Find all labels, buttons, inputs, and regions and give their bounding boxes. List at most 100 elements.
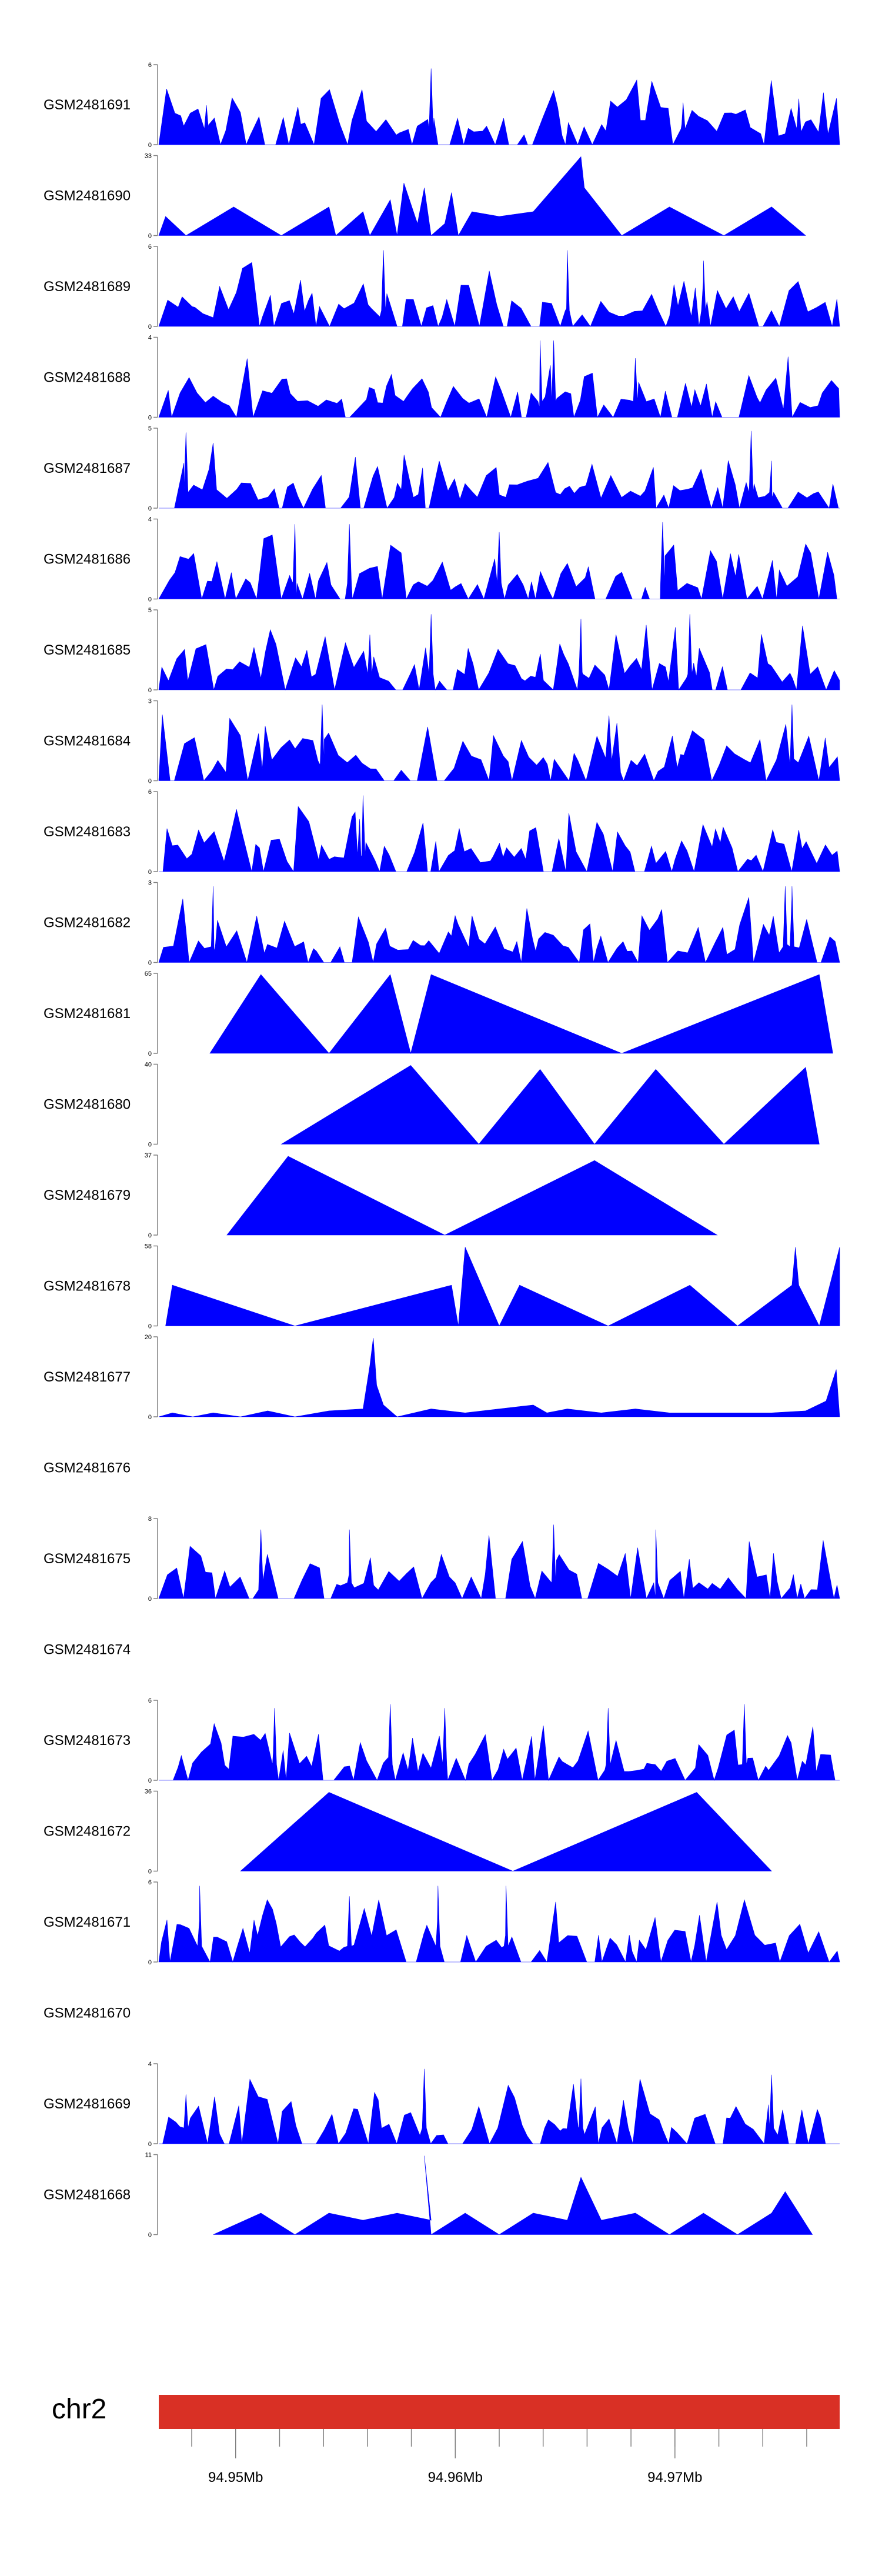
coverage-area xyxy=(159,1704,840,1781)
coverage-area xyxy=(159,795,840,873)
track-gsm2481678: GSM2481678 58 0 xyxy=(44,1243,840,1330)
coverage-area xyxy=(159,2068,840,2145)
coverage-area xyxy=(213,2155,813,2235)
y-tick-label-min: 0 xyxy=(148,1323,152,1330)
track-label: GSM2481668 xyxy=(44,2187,131,2203)
y-tick-label-min: 0 xyxy=(148,233,152,240)
y-tick-label-min: 0 xyxy=(148,1414,152,1421)
track-label: GSM2481674 xyxy=(44,1642,131,1658)
track-label: GSM2481689 xyxy=(44,279,131,295)
y-tick-label-max: 11 xyxy=(145,2152,152,2159)
track-gsm2481674: GSM2481674 xyxy=(44,1642,131,1658)
y-tick-label-max: 5 xyxy=(148,425,152,432)
y-tick-label-max: 6 xyxy=(148,1697,152,1704)
y-tick-label-max: 3 xyxy=(148,880,152,887)
track-gsm2481684: GSM2481684 3 0 xyxy=(44,698,840,785)
track-label: GSM2481691 xyxy=(44,97,131,113)
y-tick-label-max: 8 xyxy=(148,1516,152,1523)
chromosome-label: chr2 xyxy=(52,2394,106,2425)
track-gsm2481680: GSM2481680 40 0 xyxy=(44,1062,820,1149)
coverage-area xyxy=(165,1247,840,1327)
x-tick-label: 94.97Mb xyxy=(647,2470,702,2485)
y-tick-label-min: 0 xyxy=(148,687,152,694)
genome-axis: 94.95Mb 94.96Mb 94.97Mb xyxy=(191,2429,807,2485)
y-tick-label-min: 0 xyxy=(148,869,152,876)
y-tick-label-min: 0 xyxy=(148,1050,152,1057)
y-tick-label-max: 6 xyxy=(148,1879,152,1886)
track-gsm2481679: GSM2481679 37 0 xyxy=(44,1152,718,1239)
coverage-area xyxy=(280,1065,820,1144)
track-gsm2481691: GSM2481691 6 0 xyxy=(44,62,840,149)
track-label: GSM2481671 xyxy=(44,1914,131,1930)
track-gsm2481685: GSM2481685 5 0 xyxy=(44,607,840,694)
coverage-area xyxy=(209,974,833,1055)
track-label: GSM2481679 xyxy=(44,1187,131,1203)
chromosome-ideogram: chr2 94.95Mb 94.96Mb 94.97Mb xyxy=(52,2394,840,2485)
y-tick-label-min: 0 xyxy=(148,1142,152,1149)
coverage-area xyxy=(158,522,840,600)
track-gsm2481681: GSM2481681 65 0 xyxy=(44,970,833,1057)
track-gsm2481670: GSM2481670 xyxy=(44,2006,131,2021)
y-tick-label-min: 0 xyxy=(148,142,152,149)
y-tick-label-max: 4 xyxy=(148,516,152,523)
track-label: GSM2481683 xyxy=(44,824,131,840)
coverage-area xyxy=(158,1524,840,1600)
track-label: GSM2481672 xyxy=(44,1824,131,1840)
y-tick-label-max: 58 xyxy=(145,1243,152,1250)
y-tick-label-min: 0 xyxy=(148,2141,152,2148)
y-tick-label-max: 3 xyxy=(148,698,152,705)
y-tick-label-min: 0 xyxy=(148,1596,152,1603)
track-gsm2481682: GSM2481682 3 0 xyxy=(44,880,840,967)
track-label: GSM2481682 xyxy=(44,915,131,931)
track-gsm2481673: GSM2481673 6 0 xyxy=(44,1697,840,1784)
y-tick-label-min: 0 xyxy=(148,1777,152,1784)
track-label: GSM2481686 xyxy=(44,552,131,568)
x-tick-label: 94.95Mb xyxy=(208,2470,263,2485)
track-label: GSM2481685 xyxy=(44,642,131,658)
y-tick-label-min: 0 xyxy=(148,1868,152,1876)
coverage-area xyxy=(226,1156,718,1236)
y-tick-label-max: 36 xyxy=(145,1788,152,1796)
y-tick-label-min: 0 xyxy=(148,596,152,603)
y-tick-label-min: 0 xyxy=(148,960,152,967)
coverage-area xyxy=(158,68,840,146)
x-tick-label: 94.96Mb xyxy=(428,2470,483,2485)
coverage-area xyxy=(158,704,840,782)
track-gsm2481690: GSM2481690 33 0 xyxy=(44,153,806,240)
track-label: GSM2481678 xyxy=(44,1279,131,1294)
track-label: GSM2481669 xyxy=(44,2096,131,2112)
y-tick-label-min: 0 xyxy=(148,1232,152,1239)
track-gsm2481689: GSM2481689 6 0 xyxy=(44,243,840,331)
y-tick-label-min: 0 xyxy=(148,415,152,422)
chromosome-band xyxy=(159,2395,840,2429)
track-label: GSM2481688 xyxy=(44,370,131,386)
track-label: GSM2481680 xyxy=(44,1097,131,1113)
track-gsm2481687: GSM2481687 5 0 xyxy=(44,425,840,512)
track-label: GSM2481684 xyxy=(44,733,131,749)
y-tick-label-min: 0 xyxy=(148,505,152,512)
track-gsm2481677: GSM2481677 20 0 xyxy=(44,1334,840,1421)
y-tick-label-max: 65 xyxy=(145,970,152,977)
y-tick-label-max: 20 xyxy=(145,1334,152,1341)
y-tick-label-min: 0 xyxy=(148,778,152,785)
y-tick-label-min: 0 xyxy=(148,323,152,331)
y-tick-label-min: 0 xyxy=(148,2232,152,2239)
track-gsm2481686: GSM2481686 4 0 xyxy=(44,516,840,603)
track-label: GSM2481675 xyxy=(44,1551,131,1567)
track-gsm2481669: GSM2481669 4 0 xyxy=(44,2061,840,2148)
track-label: GSM2481676 xyxy=(44,1460,131,1476)
y-tick-label-max: 37 xyxy=(145,1152,152,1159)
coverage-area xyxy=(158,340,840,418)
tracks-layer: GSM248169160GSM2481690330GSM248168960GSM… xyxy=(44,62,840,2239)
coverage-area xyxy=(158,886,840,963)
track-gsm2481683: GSM2481683 6 0 xyxy=(44,789,840,876)
coverage-area xyxy=(158,250,840,328)
coverage-area xyxy=(159,431,840,509)
track-gsm2481671: GSM2481671 6 0 xyxy=(44,1879,840,1966)
y-tick-label-max: 4 xyxy=(148,2061,152,2068)
y-tick-label-max: 6 xyxy=(148,62,152,69)
track-label: GSM2481673 xyxy=(44,1733,131,1749)
track-gsm2481676: GSM2481676 xyxy=(44,1460,131,1476)
y-tick-label-max: 33 xyxy=(145,153,152,160)
